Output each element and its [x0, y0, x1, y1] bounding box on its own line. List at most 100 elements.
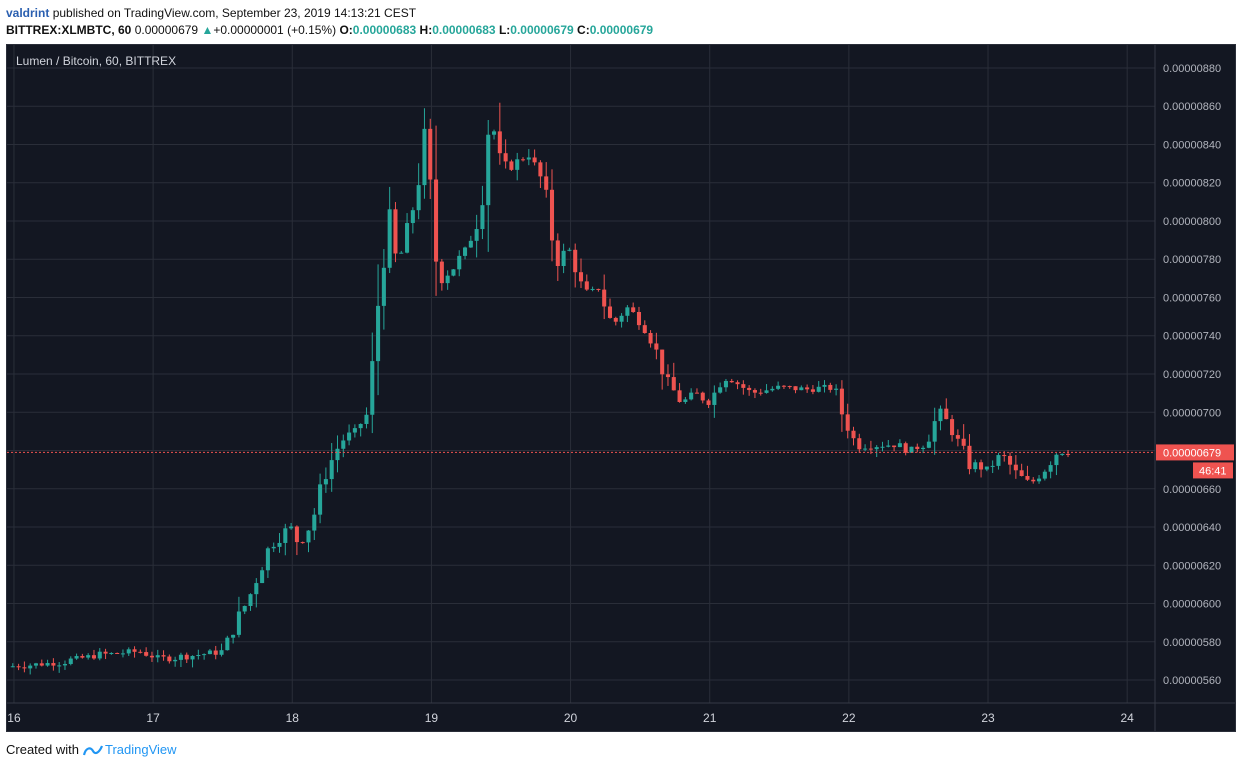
candle-body: [648, 333, 653, 344]
high-value: 0.00000683: [432, 23, 496, 37]
candle-body: [318, 484, 323, 515]
candle-body: [636, 311, 642, 326]
candle-body: [155, 655, 160, 658]
candle-body: [173, 659, 178, 662]
candle-body: [718, 387, 723, 393]
candle-body: [805, 387, 810, 390]
candle-body: [277, 542, 282, 547]
candle-body: [1037, 478, 1042, 482]
candle-body: [689, 392, 694, 400]
candle-body: [167, 656, 172, 662]
candle-body: [944, 408, 949, 420]
candle-body: [225, 637, 230, 651]
candle-body: [312, 514, 317, 531]
candle-body: [538, 162, 543, 177]
candle-body: [91, 655, 96, 659]
candle-body: [474, 229, 479, 241]
candle-body: [68, 658, 73, 664]
candle-body: [138, 651, 143, 653]
y-tick-label: 0.00000840: [1163, 139, 1221, 151]
candle-body: [213, 650, 218, 655]
low-value: 0.00000679: [510, 23, 574, 37]
candle-body: [405, 223, 410, 253]
candle-body: [932, 421, 937, 442]
y-tick-label: 0.00000760: [1163, 292, 1221, 304]
symbol-text: BITTREX:XLMBTC, 60: [6, 23, 132, 37]
close-value: 0.00000679: [589, 23, 654, 37]
candle-body: [915, 446, 920, 450]
publisher-name[interactable]: valdrint: [6, 6, 50, 20]
candlestick-chart[interactable]: 0.00000880 0.00000860 0.00000840 0.00000820…: [7, 45, 1235, 731]
candle-body: [265, 548, 270, 571]
candle-body: [764, 390, 769, 393]
chart-frame[interactable]: 0.00000880 0.00000860 0.00000840 0.00000820…: [6, 44, 1236, 732]
countdown-badge: [1193, 462, 1233, 479]
x-tick-label: 20: [564, 711, 578, 725]
candle-body: [723, 380, 728, 388]
candle-body: [352, 428, 357, 433]
candle-body: [897, 443, 902, 448]
candle-body: [294, 526, 299, 543]
y-tick-label: 0.00000820: [1163, 178, 1221, 190]
candle-body: [619, 315, 624, 322]
candle-body: [1013, 464, 1018, 471]
candle-body: [109, 652, 114, 654]
candle-body: [149, 655, 154, 658]
candle-body: [57, 665, 62, 667]
candle-body: [190, 655, 195, 660]
last-price: 0.00000679: [134, 23, 199, 37]
candle-body: [973, 462, 978, 470]
candle-body: [242, 605, 247, 612]
candle-body: [758, 392, 763, 394]
y-tick-label: 0.00000740: [1163, 331, 1221, 343]
candle-body: [45, 663, 50, 666]
candle-body: [694, 392, 699, 394]
candle-body: [770, 388, 775, 391]
y-tick-label: 0.00000620: [1163, 560, 1221, 572]
candle-body: [457, 255, 462, 270]
candle-body: [613, 317, 618, 322]
change-up-icon: ▲: [201, 23, 214, 37]
candle-body: [62, 663, 68, 666]
candle-body: [567, 249, 572, 251]
candle-body: [515, 159, 520, 170]
candle-body: [28, 665, 33, 669]
candle-body: [10, 666, 15, 668]
candle-body: [178, 654, 183, 660]
candle-body: [584, 281, 589, 290]
published-text: published on TradingView.com, September …: [52, 6, 417, 20]
candle-body: [845, 414, 850, 431]
current-price-badge: [1156, 444, 1234, 461]
candle-body: [283, 528, 288, 543]
candle-body: [729, 380, 734, 383]
candle-body: [1054, 454, 1059, 466]
x-tick-label: 19: [425, 711, 439, 725]
candle-body: [439, 261, 444, 284]
x-tick-label: 17: [146, 711, 160, 725]
candle-body: [306, 530, 311, 543]
candle-body: [741, 384, 746, 388]
candle-body: [16, 666, 21, 668]
candle-body: [532, 157, 537, 163]
tradingview-link[interactable]: TradingView: [82, 742, 177, 757]
candle-body: [880, 446, 885, 448]
candle-body: [236, 611, 241, 635]
y-tick-label: 0.00000660: [1163, 484, 1221, 496]
candle-body: [573, 249, 578, 273]
candle-body: [851, 430, 856, 439]
candle-body: [1060, 453, 1065, 455]
candle-body: [810, 389, 815, 392]
candle-body: [254, 583, 259, 595]
candle-body: [196, 654, 201, 656]
candle-body: [561, 250, 566, 267]
candle-body: [434, 179, 439, 262]
candle-body: [1019, 470, 1024, 476]
candle-body: [184, 654, 189, 660]
candle-body: [683, 399, 688, 402]
candle-body: [74, 656, 79, 659]
y-tick-label: 0.00000640: [1163, 522, 1221, 534]
candle-body: [712, 392, 717, 405]
x-tick-label: 21: [703, 711, 717, 725]
candle-body: [1008, 455, 1013, 465]
candle-body: [520, 159, 526, 161]
